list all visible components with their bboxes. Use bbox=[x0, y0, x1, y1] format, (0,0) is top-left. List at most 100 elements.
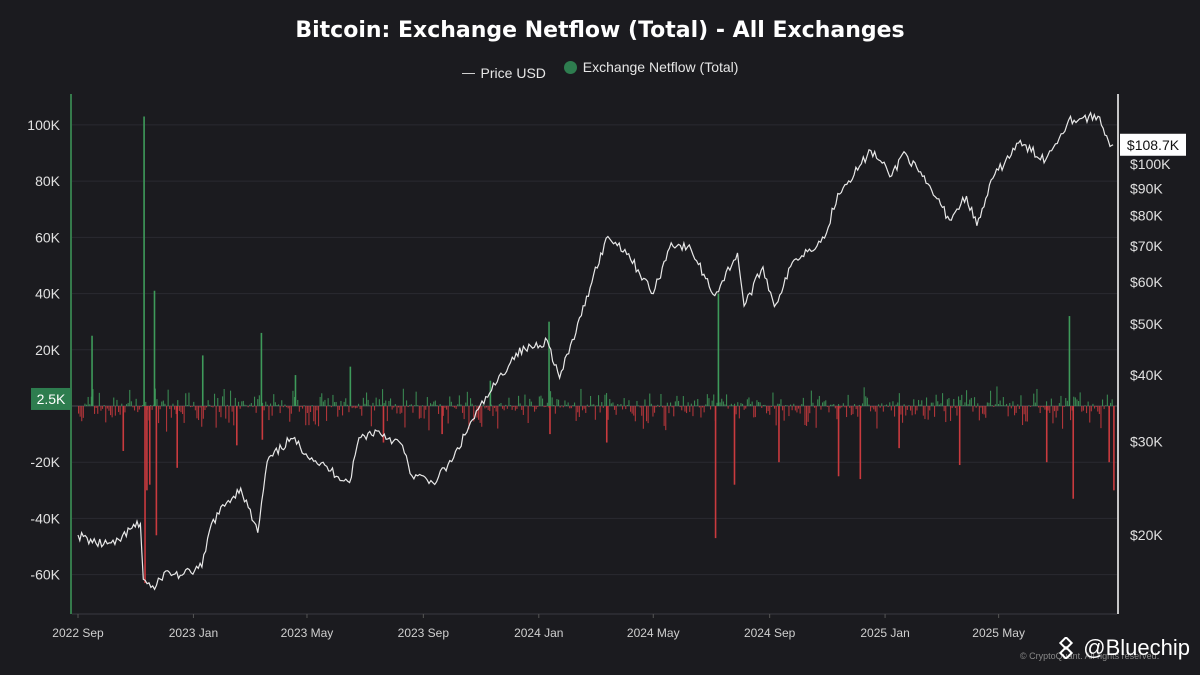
x-tick-label: 2023 Jan bbox=[169, 626, 218, 640]
netflow-bar-negative bbox=[202, 406, 204, 419]
netflow-bar-positive bbox=[89, 404, 91, 406]
netflow-bar-negative bbox=[204, 406, 206, 411]
netflow-bar-positive bbox=[127, 402, 129, 406]
dot-swatch-icon bbox=[563, 60, 577, 74]
netflow-bar-positive bbox=[889, 402, 891, 406]
netflow-bar-positive bbox=[1009, 402, 1011, 406]
netflow-bar-positive bbox=[1076, 399, 1078, 406]
netflow-bar-positive bbox=[591, 404, 593, 406]
netflow-bar-positive bbox=[162, 400, 164, 406]
netflow-bar-positive bbox=[996, 386, 998, 406]
netflow-bar-negative bbox=[634, 406, 636, 422]
chart-title: Bitcoin: Exchange Netflow (Total) - All … bbox=[295, 18, 905, 43]
netflow-bar-positive bbox=[161, 401, 163, 406]
netflow-bar-negative bbox=[110, 406, 112, 416]
netflow-bar-negative bbox=[313, 406, 315, 422]
right-tick-label: $70K bbox=[1130, 238, 1163, 254]
netflow-bar-positive bbox=[758, 402, 760, 406]
netflow-bar-positive bbox=[818, 395, 820, 406]
netflow-bar-negative bbox=[735, 406, 737, 415]
netflow-bar-negative bbox=[215, 406, 217, 428]
netflow-bar-positive bbox=[986, 402, 988, 406]
netflow-bar-positive bbox=[241, 401, 243, 406]
netflow-bar-negative bbox=[148, 406, 150, 421]
netflow-bar-negative bbox=[1038, 406, 1040, 408]
netflow-bar-positive bbox=[697, 399, 699, 406]
netflow-bar-positive bbox=[695, 405, 697, 406]
netflow-bar-negative bbox=[569, 406, 571, 409]
netflow-bar-positive bbox=[638, 405, 640, 406]
netflow-bar-positive bbox=[273, 394, 275, 406]
netflow-bar-negative bbox=[985, 406, 987, 418]
netflow-bar-positive bbox=[284, 404, 286, 406]
netflow-bar-positive bbox=[759, 402, 761, 406]
netflow-spike-positive bbox=[153, 290, 156, 406]
legend-item-netflow[interactable]: Exchange Netflow (Total) bbox=[563, 59, 738, 75]
netflow-bar-negative bbox=[647, 406, 649, 424]
netflow-bar-positive bbox=[730, 403, 732, 406]
netflow-bar-negative bbox=[210, 406, 212, 407]
netflow-bar-positive bbox=[530, 401, 532, 406]
netflow-bar-negative bbox=[615, 406, 617, 415]
netflow-bar-negative bbox=[852, 406, 854, 415]
netflow-bar-positive bbox=[564, 400, 566, 406]
x-tick-label: 2025 May bbox=[972, 626, 1025, 640]
netflow-bar-positive bbox=[1031, 405, 1033, 406]
netflow-bar-positive bbox=[209, 404, 211, 406]
netflow-bar-negative bbox=[318, 406, 320, 427]
x-tick-label: 2024 Sep bbox=[744, 626, 796, 640]
netflow-bar-positive bbox=[793, 403, 795, 406]
netflow-bar-negative bbox=[887, 406, 889, 408]
netflow-bar-positive bbox=[626, 404, 628, 406]
netflow-bar-positive bbox=[113, 397, 115, 406]
price-line-group bbox=[77, 111, 1114, 591]
netflow-spike-positive bbox=[717, 293, 720, 406]
netflow-bar-negative bbox=[1010, 406, 1012, 409]
netflow-bar-positive bbox=[786, 405, 788, 406]
netflow-bar-positive bbox=[380, 404, 382, 406]
netflow-bar-positive bbox=[327, 398, 329, 406]
netflow-bar-positive bbox=[172, 403, 174, 406]
netflow-bar-positive bbox=[734, 403, 736, 406]
netflow-bar-positive bbox=[1084, 405, 1086, 406]
legend-item-price[interactable]: Price USD bbox=[461, 65, 546, 81]
netflow-bar-negative bbox=[943, 406, 945, 412]
netflow-bar-positive bbox=[670, 402, 672, 406]
netflow-bar-positive bbox=[831, 404, 833, 406]
netflow-bar-negative bbox=[1094, 406, 1096, 409]
netflow-bar-negative bbox=[956, 406, 958, 416]
netflow-bar-negative bbox=[468, 406, 470, 430]
netflow-bar-positive bbox=[550, 391, 552, 406]
netflow-bar-negative bbox=[761, 406, 763, 408]
netflow-bar-negative bbox=[1089, 406, 1091, 423]
netflow-bar-positive bbox=[238, 401, 240, 406]
netflow-bar-positive bbox=[881, 403, 883, 406]
netflow-bar-negative bbox=[454, 406, 456, 408]
netflow-bar-positive bbox=[346, 404, 348, 406]
netflow-bar-positive bbox=[186, 405, 188, 406]
netflow-bar-positive bbox=[678, 400, 680, 406]
netflow-bar-negative bbox=[879, 406, 881, 408]
netflow-bar-positive bbox=[246, 405, 248, 406]
netflow-spike-positive bbox=[143, 116, 145, 407]
netflow-bar-negative bbox=[228, 406, 230, 423]
netflow-bar-positive bbox=[682, 396, 684, 406]
netflow-bar-positive bbox=[1065, 398, 1067, 406]
netflow-bar-negative bbox=[111, 406, 113, 418]
netflow-bar-negative bbox=[652, 406, 654, 417]
netflow-bar-negative bbox=[924, 406, 926, 420]
netflow-bar-negative bbox=[639, 406, 641, 408]
netflow-bar-negative bbox=[703, 406, 705, 413]
netflow-bar-positive bbox=[948, 398, 950, 406]
netflow-bar-negative bbox=[646, 406, 648, 422]
netflow-bar-positive bbox=[777, 403, 779, 406]
netflow-bar-negative bbox=[559, 406, 561, 408]
netflow-bar-negative bbox=[1063, 406, 1065, 408]
netflow-bar-positive bbox=[790, 404, 792, 406]
netflow-bar-negative bbox=[934, 406, 936, 417]
netflow-bar-positive bbox=[921, 400, 923, 406]
left-tick-label: 100K bbox=[27, 117, 60, 133]
netflow-bar-negative bbox=[138, 406, 140, 410]
netflow-bar-positive bbox=[417, 405, 419, 406]
